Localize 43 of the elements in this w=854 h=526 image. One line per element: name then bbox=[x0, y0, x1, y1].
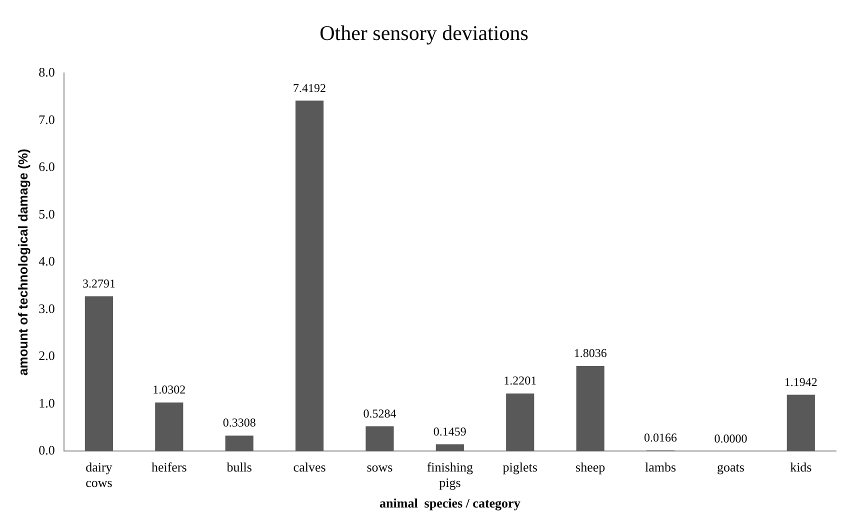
y-tick-label: 7.0 bbox=[38, 112, 55, 127]
y-tick-label: 0.0 bbox=[38, 442, 55, 458]
x-tick-label: sheep bbox=[576, 459, 606, 474]
y-tick-label: 5.0 bbox=[38, 206, 55, 222]
data-label: 1.0302 bbox=[152, 382, 186, 397]
x-tick-label: kids bbox=[790, 459, 812, 474]
x-tick-label: sows bbox=[366, 459, 393, 474]
x-axis-title: animal species / category bbox=[380, 496, 521, 511]
bar bbox=[366, 426, 394, 452]
bar bbox=[155, 402, 184, 452]
x-tick-label: dairy cows bbox=[86, 459, 113, 490]
x-tick-label: piglets bbox=[502, 459, 538, 474]
data-label: 0.0000 bbox=[714, 431, 748, 446]
x-tick-label: lambs bbox=[644, 459, 676, 474]
bar bbox=[84, 296, 113, 452]
chart-title: Other sensory deviations bbox=[320, 21, 528, 46]
y-tick-label: 3.0 bbox=[38, 300, 55, 316]
bar bbox=[295, 100, 324, 452]
y-tick-label: 6.0 bbox=[38, 159, 55, 174]
bar bbox=[225, 436, 254, 452]
data-label: 0.5284 bbox=[363, 406, 396, 420]
data-label: 1.1942 bbox=[784, 374, 818, 389]
y-axis-title: amount of technological damage (%) bbox=[15, 148, 30, 376]
y-tick-label: 1.0 bbox=[38, 395, 55, 410]
data-label: 0.0166 bbox=[644, 430, 678, 445]
data-label: 0.1459 bbox=[433, 424, 466, 438]
bar bbox=[506, 394, 534, 452]
data-label: 1.2201 bbox=[504, 374, 537, 388]
bar bbox=[576, 366, 604, 452]
x-tick-label: calves bbox=[293, 459, 326, 474]
x-tick-label: goats bbox=[716, 459, 744, 474]
bar bbox=[786, 394, 815, 452]
data-label: 7.4192 bbox=[293, 80, 326, 95]
data-label: 0.3308 bbox=[222, 416, 256, 430]
x-tick-label: heifers bbox=[151, 459, 187, 474]
y-tick-label: 4.0 bbox=[38, 254, 55, 269]
data-label: 3.2791 bbox=[82, 276, 116, 290]
x-tick-label: bulls bbox=[226, 459, 252, 474]
y-tick-label: 8.0 bbox=[38, 64, 55, 80]
x-tick-label: finishing pigs bbox=[426, 459, 474, 490]
bar bbox=[436, 444, 464, 452]
y-tick-label: 2.0 bbox=[38, 348, 55, 364]
data-label: 1.8036 bbox=[574, 346, 607, 360]
